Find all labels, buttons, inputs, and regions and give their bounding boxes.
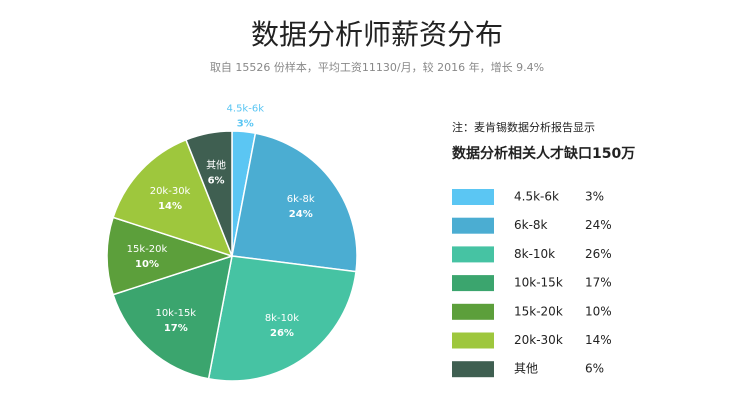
legend-value: 24% <box>585 218 612 232</box>
legend-label: 8k-10k <box>514 247 555 261</box>
slice-value-label: 6% <box>208 176 225 187</box>
legend-label: 4.5k-6k <box>514 190 559 204</box>
legend-swatch <box>452 275 494 292</box>
pie-slice <box>106 216 235 296</box>
slice-label: 8k-10k <box>265 313 299 324</box>
slice-label: 4.5k-6k <box>227 104 265 115</box>
pie-slice <box>207 255 357 382</box>
legend-label: 20k-30k <box>514 333 563 347</box>
legend-swatch <box>452 189 494 205</box>
slice-label: 其他 <box>206 159 226 172</box>
slice-label: 20k-30k <box>150 186 191 197</box>
slice-value-label: 24% <box>289 209 313 220</box>
legend-value: 26% <box>585 247 612 261</box>
slice-value-label: 3% <box>237 119 254 130</box>
slice-label: 10k-15k <box>155 308 196 319</box>
slice-value-label: 14% <box>158 201 182 212</box>
legend-value: 6% <box>585 362 604 376</box>
legend-value: 10% <box>585 304 612 318</box>
slice-label: 15k-20k <box>127 244 168 255</box>
annotation: 注：麦肯锡数据分析报告显示 <box>452 120 595 134</box>
pie-slice <box>185 130 233 257</box>
slice-value-label: 10% <box>135 259 159 270</box>
slice-value-label: 26% <box>270 328 294 339</box>
slice-label: 6k-8k <box>287 194 315 205</box>
legend-label: 6k-8k <box>514 218 548 232</box>
legend-value: 17% <box>585 276 612 290</box>
legend-value: 3% <box>585 190 604 204</box>
legend-label: 10k-15k <box>514 276 563 290</box>
legend-swatch <box>452 361 494 378</box>
pie-slice <box>112 138 234 258</box>
legend-title: 数据分析相关人才缺口150万 <box>452 145 635 162</box>
legend-label: 其他 <box>514 362 538 376</box>
chart-subtitle: 取自 15526 份样本，平均工资11130/月，较 2016 年，增长 9.4… <box>210 60 544 74</box>
legend-swatch <box>452 303 494 320</box>
legend-swatch <box>452 217 494 234</box>
chart-title: 数据分析师薪资分布 <box>251 18 503 51</box>
legend-swatch <box>452 246 494 263</box>
pie-slice <box>231 132 358 273</box>
legend-label: 15k-20k <box>514 304 563 318</box>
legend-swatch <box>452 332 494 349</box>
legend-value: 14% <box>585 333 612 347</box>
slice-value-label: 17% <box>164 323 188 334</box>
pie-slice <box>112 254 233 380</box>
